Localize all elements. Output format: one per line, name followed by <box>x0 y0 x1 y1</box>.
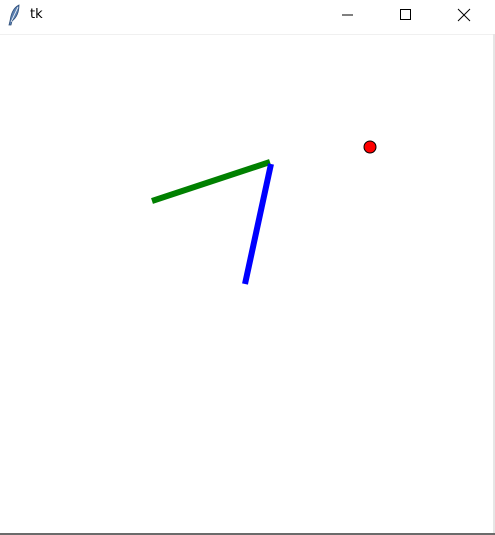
red-dot <box>364 141 376 153</box>
close-icon <box>457 8 471 22</box>
green-line <box>152 162 270 201</box>
maximize-button[interactable] <box>383 0 429 30</box>
minimize-icon <box>342 9 354 21</box>
canvas-area[interactable] <box>0 34 495 533</box>
maximize-icon <box>400 9 412 21</box>
title-bar[interactable]: tk <box>0 0 495 30</box>
minimize-button[interactable] <box>325 0 371 30</box>
feather-icon <box>6 4 24 26</box>
blue-line <box>245 164 271 284</box>
drawing-canvas[interactable] <box>0 35 495 534</box>
close-button[interactable] <box>441 0 487 30</box>
window-title: tk <box>30 6 43 24</box>
